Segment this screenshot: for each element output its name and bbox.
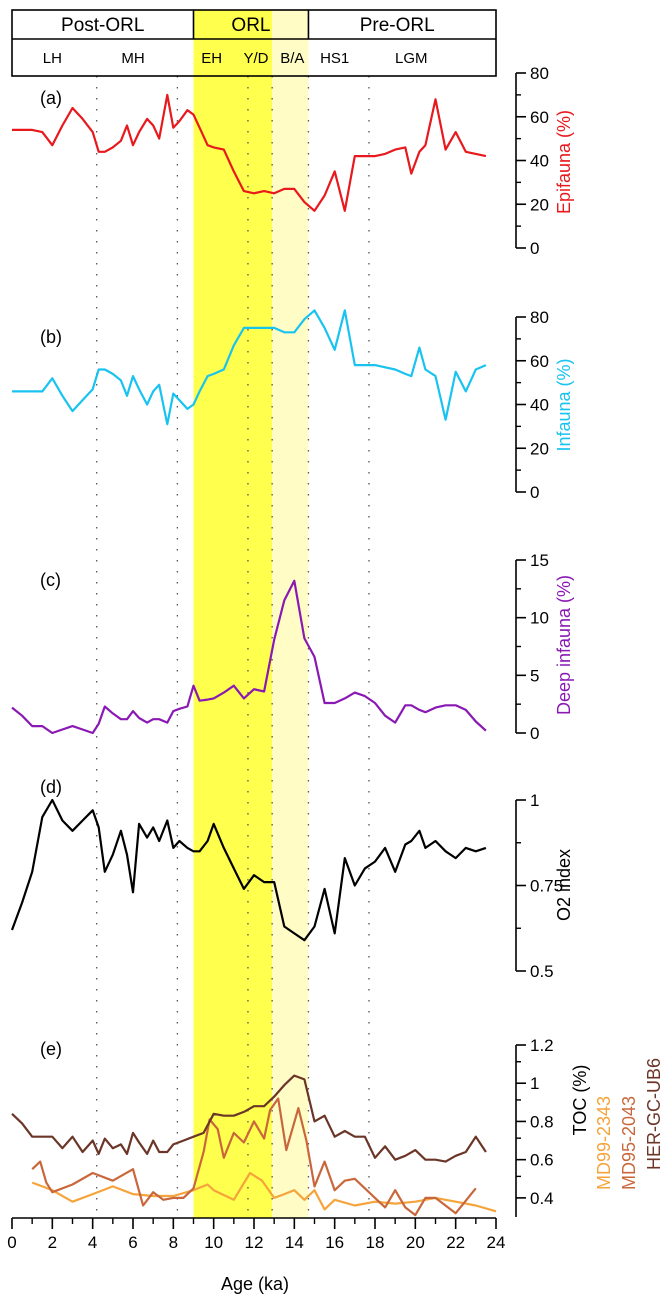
x-tick-label: 8 xyxy=(169,1233,178,1252)
stage-label: Y/D xyxy=(244,50,269,67)
series-line xyxy=(31,1171,497,1213)
series-line xyxy=(12,309,487,426)
y-tick-label: 15 xyxy=(530,551,549,570)
period-label: Pre-ORL xyxy=(360,15,435,36)
y-tick-label: 40 xyxy=(530,152,549,171)
y-tick-label: 80 xyxy=(530,308,549,327)
x-tick-label: 0 xyxy=(7,1233,16,1252)
x-tick-label: 4 xyxy=(88,1233,97,1252)
y-tick-label: 0.8 xyxy=(530,1112,554,1131)
y-tick-label: 60 xyxy=(530,108,549,127)
series-line xyxy=(10,798,487,942)
stage-label: MH xyxy=(121,50,144,67)
header-frame xyxy=(11,9,497,77)
x-tick-label: 14 xyxy=(285,1233,304,1252)
series-line xyxy=(31,1097,477,1217)
x-tick-label: 22 xyxy=(446,1233,465,1252)
period-label: Post-ORL xyxy=(61,15,144,36)
x-tick-label: 2 xyxy=(48,1233,57,1252)
y-tick-label: 20 xyxy=(530,439,549,458)
series-line xyxy=(11,1074,487,1163)
stage-label: EH xyxy=(201,50,222,67)
panel-label: (a) xyxy=(40,88,62,108)
x-tick-label: 20 xyxy=(406,1233,425,1252)
stage-label: B/A xyxy=(280,50,304,67)
y-axis-title: TOC (%) xyxy=(570,1065,590,1136)
y-tick-label: 80 xyxy=(530,64,549,83)
x-tick-label: 18 xyxy=(366,1233,385,1252)
panel-label: (e) xyxy=(40,1039,62,1059)
stage-label: HS1 xyxy=(320,50,349,67)
y-tick-label: 0.6 xyxy=(530,1151,554,1170)
x-tick-label: 6 xyxy=(128,1233,137,1252)
y-tick-label: 10 xyxy=(530,609,549,628)
period-label: ORL xyxy=(231,15,270,36)
y-tick-label: 20 xyxy=(530,195,549,214)
panel-label: (b) xyxy=(40,327,62,347)
y-tick-label: 0 xyxy=(530,239,539,258)
y-tick-label: 0.75 xyxy=(530,877,563,896)
y-tick-label: 5 xyxy=(530,666,539,685)
y-tick-label: 0 xyxy=(530,483,539,502)
y-tick-label: 1 xyxy=(530,791,539,810)
x-tick-label: 24 xyxy=(487,1233,506,1252)
y-tick-label: 40 xyxy=(530,396,549,415)
stage-label: LGM xyxy=(395,50,428,67)
x-tick-label: 10 xyxy=(204,1233,223,1252)
series-line xyxy=(11,579,487,735)
y-tick-label: 0 xyxy=(530,724,539,743)
y-tick-label: 0.5 xyxy=(530,962,554,981)
panel-label: (d) xyxy=(40,777,62,797)
legend-series-name: HER-GC-UB6 xyxy=(644,1058,664,1170)
y-tick-label: 1 xyxy=(530,1074,539,1093)
stage-label: LH xyxy=(43,50,62,67)
series-line xyxy=(12,93,487,212)
shading-band-1 xyxy=(272,10,309,1218)
y-axis-title: O2 index xyxy=(554,849,574,921)
x-tick-label: 16 xyxy=(325,1233,344,1252)
legend-series-name: MD99-2343 xyxy=(594,1096,614,1190)
panel-label: (c) xyxy=(40,570,61,590)
y-tick-label: 0.4 xyxy=(530,1189,554,1208)
x-axis-title: Age (ka) xyxy=(221,1274,289,1294)
y-tick-label: 1.2 xyxy=(530,1036,554,1055)
y-axis-title: Epifauna (%) xyxy=(554,110,574,214)
x-tick-label: 12 xyxy=(245,1233,264,1252)
y-tick-label: 60 xyxy=(530,352,549,371)
legend-series-name: MD95-2043 xyxy=(619,1096,639,1190)
y-axis-title: Deep infauna (%) xyxy=(554,575,574,715)
y-axis-title: Infauna (%) xyxy=(554,358,574,451)
shading-band-0 xyxy=(193,10,273,1218)
